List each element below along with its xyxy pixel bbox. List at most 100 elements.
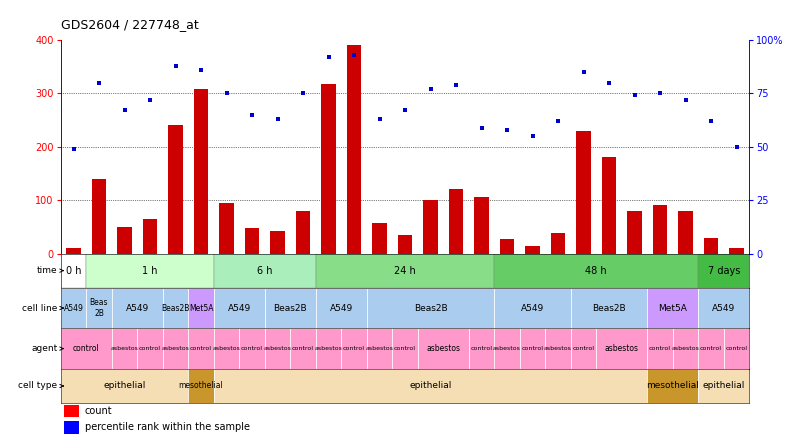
Text: A549: A549 [330,304,353,313]
Bar [86,254,214,288]
Bar [526,246,539,254]
Bar [628,211,642,254]
Text: A549: A549 [126,304,149,313]
Text: epithelial: epithelial [702,381,745,390]
Text: 7 days: 7 days [708,266,740,276]
Text: control: control [573,346,595,351]
Bar [86,288,112,328]
Text: control: control [190,346,212,351]
Text: A549: A549 [521,304,544,313]
Point [679,96,692,103]
Bar [494,288,571,328]
Text: asbestos: asbestos [671,346,700,351]
Bar [551,233,565,254]
Bar [698,254,749,288]
Point [296,90,309,97]
Text: time: time [36,266,58,275]
Point [347,52,360,59]
Bar [61,369,188,403]
Bar [271,231,284,254]
Point [730,143,743,151]
Text: Met5A: Met5A [189,304,213,313]
Bar [653,206,667,254]
Bar [245,228,259,254]
Bar [373,223,386,254]
Point [245,111,258,118]
Text: control: control [726,346,748,351]
Bar [143,219,157,254]
Text: A549: A549 [63,304,83,313]
Bar [347,45,361,254]
Bar [188,328,214,369]
Bar [194,89,208,254]
Bar [571,288,647,328]
Text: GDS2604 / 227748_at: GDS2604 / 227748_at [61,18,198,31]
Text: control: control [139,346,161,351]
Text: epithelial: epithelial [409,381,452,390]
Text: asbestos: asbestos [493,346,521,351]
Text: control: control [394,346,416,351]
Point [399,107,411,114]
Point [271,115,284,123]
Text: 1 h: 1 h [143,266,158,276]
Bar [398,235,412,254]
Bar [214,288,265,328]
Bar [647,288,698,328]
Text: asbestos: asbestos [314,346,343,351]
Bar [698,328,724,369]
Bar [724,328,749,369]
Point [143,96,156,103]
Bar [475,198,488,254]
Text: asbestos: asbestos [161,346,190,351]
Bar [571,328,596,369]
Bar [66,248,80,254]
Text: 24 h: 24 h [394,266,416,276]
Bar [577,131,590,254]
Bar [367,288,494,328]
Text: asbestos: asbestos [365,346,394,351]
Text: agent: agent [31,344,58,353]
Bar [316,288,367,328]
Bar [698,369,749,403]
Text: mesothelial: mesothelial [179,381,224,390]
Bar [64,421,79,433]
Point [577,68,590,75]
Text: A549: A549 [228,304,251,313]
Text: asbestos: asbestos [212,346,241,351]
Bar [494,254,698,288]
Bar [367,328,392,369]
Bar [112,328,137,369]
Point [552,118,565,125]
Point [169,62,182,69]
Text: A549: A549 [712,304,735,313]
Text: asbestos: asbestos [263,346,292,351]
Bar [494,328,520,369]
Text: control: control [700,346,722,351]
Point [450,81,463,88]
Bar [679,211,693,254]
Bar [673,328,698,369]
Bar [341,328,367,369]
Bar [449,190,463,254]
Text: 48 h: 48 h [586,266,607,276]
Bar [61,288,86,328]
Bar [214,254,316,288]
Bar [188,369,214,403]
Point [705,118,718,125]
Text: control: control [73,344,100,353]
Bar [168,125,182,254]
Bar [730,248,744,254]
Text: control: control [292,346,314,351]
Text: cell type: cell type [18,381,58,390]
Bar [392,328,418,369]
Bar [290,328,316,369]
Point [603,79,616,86]
Bar [296,211,310,254]
Bar [220,203,233,254]
Bar [316,328,341,369]
Bar [163,328,188,369]
Text: asbestos: asbestos [426,344,460,353]
Bar [698,288,749,328]
Bar [61,328,112,369]
Bar [117,227,131,254]
